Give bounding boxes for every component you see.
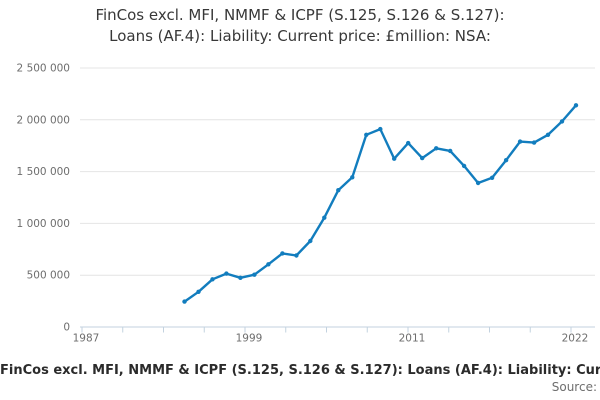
data-series-line: [183, 104, 578, 303]
footer-series-title: FinCos excl. MFI, NMMF & ICPF (S.125, S.…: [0, 363, 600, 378]
data-point-marker: [182, 299, 187, 304]
data-point-marker: [517, 139, 523, 144]
data-point-marker: [489, 175, 495, 180]
data-point-marker: [224, 271, 229, 276]
data-point-marker: [322, 215, 327, 220]
data-point-marker: [378, 126, 383, 132]
y-axis-tick-label: 0: [63, 322, 70, 334]
data-point-marker: [280, 251, 285, 256]
x-axis-tick-label: 1999: [236, 333, 263, 345]
data-point-marker: [238, 275, 243, 280]
x-axis-tick-label: 1987: [73, 333, 100, 345]
y-axis-tick-label: 1 000 000: [17, 218, 70, 230]
data-point-marker: [336, 188, 341, 193]
data-point-marker: [406, 140, 411, 146]
data-point-marker: [448, 148, 453, 154]
footer-source-label: Source:: [551, 380, 597, 394]
x-axis-tick-label: 2022: [562, 333, 589, 345]
data-point-marker: [420, 155, 425, 161]
data-point-marker: [461, 163, 467, 169]
data-point-marker: [294, 253, 299, 258]
data-point-marker: [545, 132, 551, 137]
data-point-marker: [266, 262, 271, 267]
x-axis-tick-label: 2011: [399, 333, 426, 345]
data-point-marker: [308, 238, 313, 244]
y-axis-tick-label: 2 000 000: [17, 114, 70, 126]
data-point-marker: [559, 119, 565, 124]
data-point-marker: [392, 156, 397, 161]
y-axis-tick-label: 2 500 000: [17, 63, 70, 75]
data-point-marker: [364, 132, 369, 137]
y-axis-tick-label: 1 500 000: [17, 166, 70, 178]
data-point-marker: [350, 175, 355, 180]
page-title-line1: FinCos excl. MFI, NMMF & ICPF (S.125, S.…: [95, 6, 505, 24]
y-axis-tick-label: 500 000: [27, 270, 70, 282]
data-point-marker: [503, 158, 509, 163]
data-point-marker: [196, 289, 201, 294]
data-point-marker: [434, 146, 439, 151]
data-point-marker: [252, 272, 257, 277]
page-title: FinCos excl. MFI, NMMF & ICPF (S.125, S.…: [0, 5, 600, 47]
data-point-marker: [210, 277, 215, 282]
page-title-line2: Loans (AF.4): Liability: Current price: …: [109, 27, 491, 45]
data-point-marker: [475, 180, 481, 186]
data-point-marker: [531, 140, 537, 145]
data-point-marker: [573, 103, 579, 108]
